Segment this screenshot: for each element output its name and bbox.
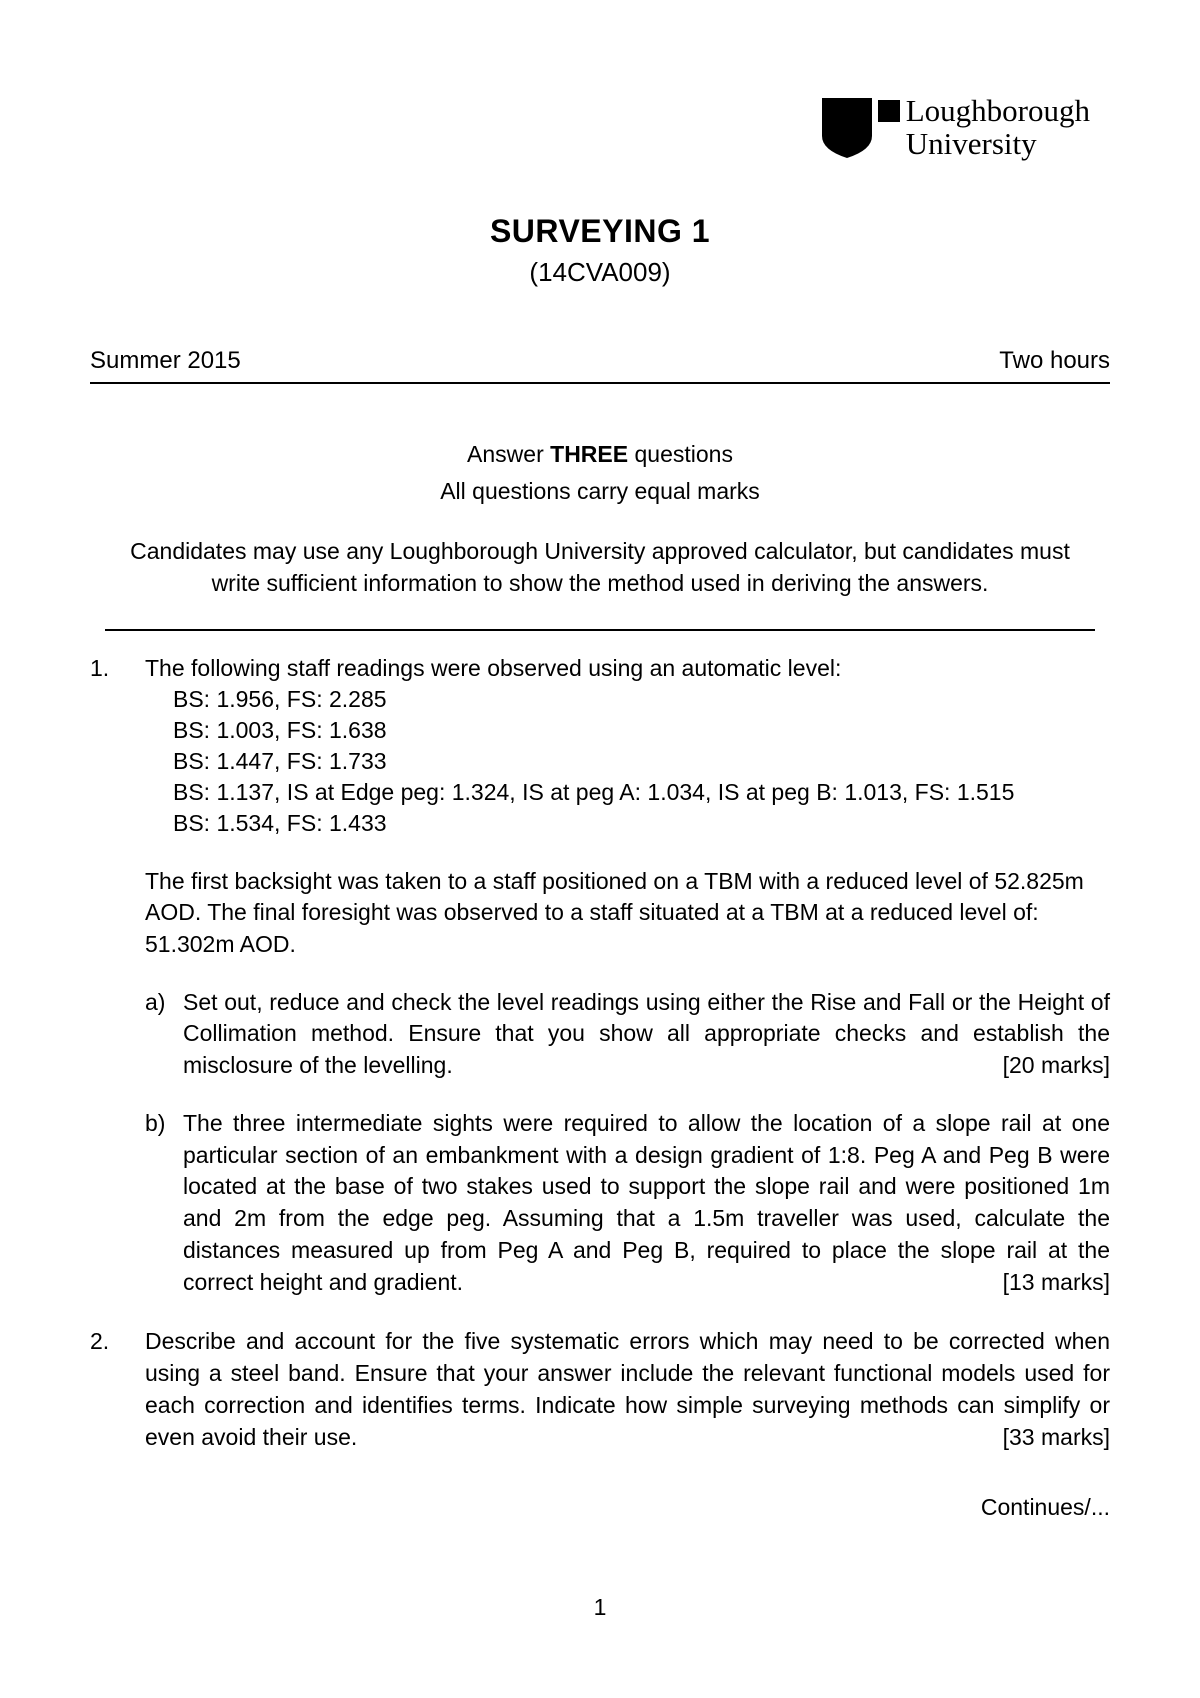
logo-square-icon xyxy=(878,100,900,122)
exam-title: SURVEYING 1 xyxy=(90,210,1110,253)
q1b-label: b) xyxy=(145,1108,183,1298)
q1-number: 1. xyxy=(90,653,145,1298)
q2-number: 2. xyxy=(90,1326,145,1453)
question-1: 1. The following staff readings were obs… xyxy=(90,653,1110,1298)
q1b-marks: [13 marks] xyxy=(1003,1267,1110,1299)
q1-paragraph: The first backsight was taken to a staff… xyxy=(145,866,1110,961)
page-number: 1 xyxy=(0,1592,1200,1623)
reading-4: BS: 1.137, IS at Edge peg: 1.324, IS at … xyxy=(173,777,1110,808)
logo-name-1: Loughborough xyxy=(906,95,1090,128)
exam-duration: Two hours xyxy=(999,345,1110,377)
logo-text-line1: Loughborough xyxy=(878,95,1090,128)
shield-icon xyxy=(822,98,872,158)
q1b-text: The three intermediate sights were requi… xyxy=(183,1110,1110,1295)
instructions-block: Answer THREE questions All questions car… xyxy=(90,439,1110,599)
q1-intro: The following staff readings were observ… xyxy=(145,653,1110,684)
q1-part-b: b) The three intermediate sights were re… xyxy=(145,1108,1110,1298)
logo-name-2: University xyxy=(878,128,1090,161)
reading-1: BS: 1.956, FS: 2.285 xyxy=(173,684,1110,715)
exam-info-bar: Summer 2015 Two hours xyxy=(90,345,1110,383)
reading-5: BS: 1.534, FS: 1.433 xyxy=(173,808,1110,839)
logo-container: Loughborough University xyxy=(90,95,1110,160)
q1-readings: BS: 1.956, FS: 2.285 BS: 1.003, FS: 1.63… xyxy=(145,684,1110,839)
calculator-note: Candidates may use any Loughborough Univ… xyxy=(90,535,1110,599)
continues-indicator: Continues/... xyxy=(981,1492,1110,1523)
q1-part-a: a) Set out, reduce and check the level r… xyxy=(145,987,1110,1082)
q1a-marks: [20 marks] xyxy=(1003,1050,1110,1082)
q1b-body: The three intermediate sights were requi… xyxy=(183,1108,1110,1298)
title-block: SURVEYING 1 (14CVA009) xyxy=(90,210,1110,290)
q2-marks: [33 marks] xyxy=(1003,1422,1110,1454)
exam-page: Loughborough University SURVEYING 1 (14C… xyxy=(0,0,1200,1698)
q2-body: Describe and account for the five system… xyxy=(145,1326,1110,1453)
logo-text: Loughborough University xyxy=(878,95,1090,160)
q1a-label: a) xyxy=(145,987,183,1082)
answer-instruction: Answer THREE questions xyxy=(90,439,1110,470)
exam-session: Summer 2015 xyxy=(90,345,241,377)
reading-3: BS: 1.447, FS: 1.733 xyxy=(173,746,1110,777)
q1-body: The following staff readings were observ… xyxy=(145,653,1110,1298)
course-code: (14CVA009) xyxy=(90,255,1110,290)
q2-text: Describe and account for the five system… xyxy=(145,1328,1110,1449)
reading-2: BS: 1.003, FS: 1.638 xyxy=(173,715,1110,746)
section-divider xyxy=(105,629,1095,631)
question-2: 2. Describe and account for the five sys… xyxy=(90,1326,1110,1453)
university-logo: Loughborough University xyxy=(822,95,1090,160)
q1a-body: Set out, reduce and check the level read… xyxy=(183,987,1110,1082)
equal-marks-note: All questions carry equal marks xyxy=(90,476,1110,507)
q1a-text: Set out, reduce and check the level read… xyxy=(183,989,1110,1078)
